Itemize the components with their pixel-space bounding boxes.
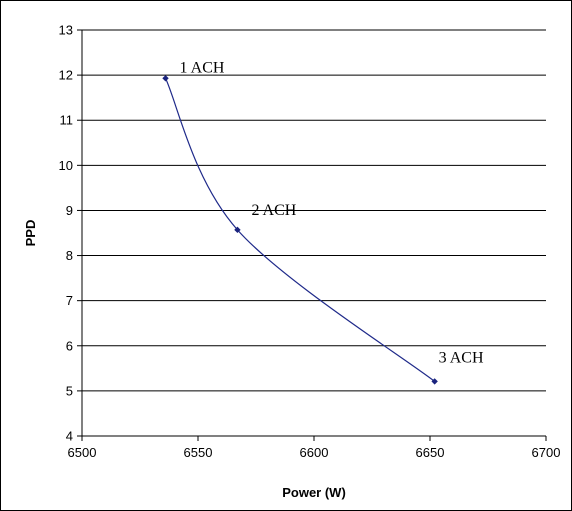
y-tick-label: 7 <box>66 293 73 308</box>
y-tick-label: 5 <box>66 383 73 398</box>
x-tick-label: 6650 <box>416 445 445 460</box>
gridlines <box>82 29 546 392</box>
y-tick-label: 9 <box>66 203 73 218</box>
y-tick-label: 11 <box>60 113 74 128</box>
axes <box>77 29 547 441</box>
data-point <box>234 226 241 234</box>
x-axis-title: Power (W) <box>282 485 346 500</box>
x-tick-label: 6550 <box>184 445 213 460</box>
data-label: 2 ACH <box>251 202 296 219</box>
x-tick-label: 6500 <box>68 445 97 460</box>
x-tick-label: 6700 <box>532 445 561 460</box>
x-tick-label: 6600 <box>300 445 329 460</box>
data-label: 3 ACH <box>439 349 484 366</box>
data-labels: 1 ACH 2 ACH 3 ACH <box>180 59 484 366</box>
data-label: 1 ACH <box>180 59 225 76</box>
data-points <box>162 75 438 385</box>
y-tick-labels: 4 5 6 7 8 9 10 11 12 13 <box>59 23 73 444</box>
y-axis-title: PPD <box>23 220 38 247</box>
y-tick-label: 12 <box>59 68 73 83</box>
y-tick-label: 6 <box>66 338 73 353</box>
y-tick-label: 10 <box>59 158 73 173</box>
y-tick-label: 4 <box>66 429 73 444</box>
y-tick-label: 8 <box>66 248 73 263</box>
y-tick-label: 13 <box>59 23 73 38</box>
data-point <box>162 75 169 82</box>
x-tick-labels: 6500 6550 6600 6650 6700 <box>68 445 561 460</box>
data-point <box>431 378 438 385</box>
